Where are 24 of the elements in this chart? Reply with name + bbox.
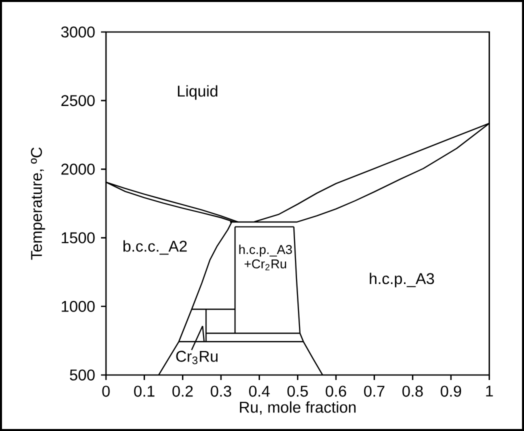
annotation: b.c.c._A2 (123, 240, 187, 255)
y-tick-label: 2500 (61, 95, 95, 106)
y-tick-label: 1000 (62, 300, 95, 312)
x-tick-label: 0.6 (326, 386, 346, 397)
x-tick-label: 0.8 (402, 386, 423, 397)
annotation: Cr$_{3}$Ru (176, 350, 218, 364)
y-tick-label: 2000 (61, 164, 95, 175)
x-axis-title: Ru, mole fraction (240, 401, 356, 415)
x-tick-label: 0.4 (249, 386, 270, 397)
y-axis-title: Temperature, ºC (30, 148, 46, 260)
annotation: h.c.p._A3 (370, 272, 434, 288)
y-tick-label: 500 (70, 369, 95, 381)
annotation: Liquid (178, 85, 218, 100)
annotation: h.c.p._A3 +Cr$_{2}$Ru (239, 244, 292, 270)
y-tick-label: 1500 (62, 232, 95, 244)
x-tick-label: 1 (486, 386, 493, 396)
x-tick-label: 0.7 (364, 386, 384, 397)
x-tick-label: 0.9 (440, 386, 462, 397)
x-tick-label: 0 (102, 386, 110, 397)
x-tick-label: 0.3 (210, 386, 232, 397)
x-tick-label: 0.5 (287, 386, 308, 397)
x-tick-label: 0.1 (134, 386, 154, 397)
y-tick-label: 3000 (61, 26, 95, 38)
x-tick-label: 0.2 (172, 386, 193, 397)
